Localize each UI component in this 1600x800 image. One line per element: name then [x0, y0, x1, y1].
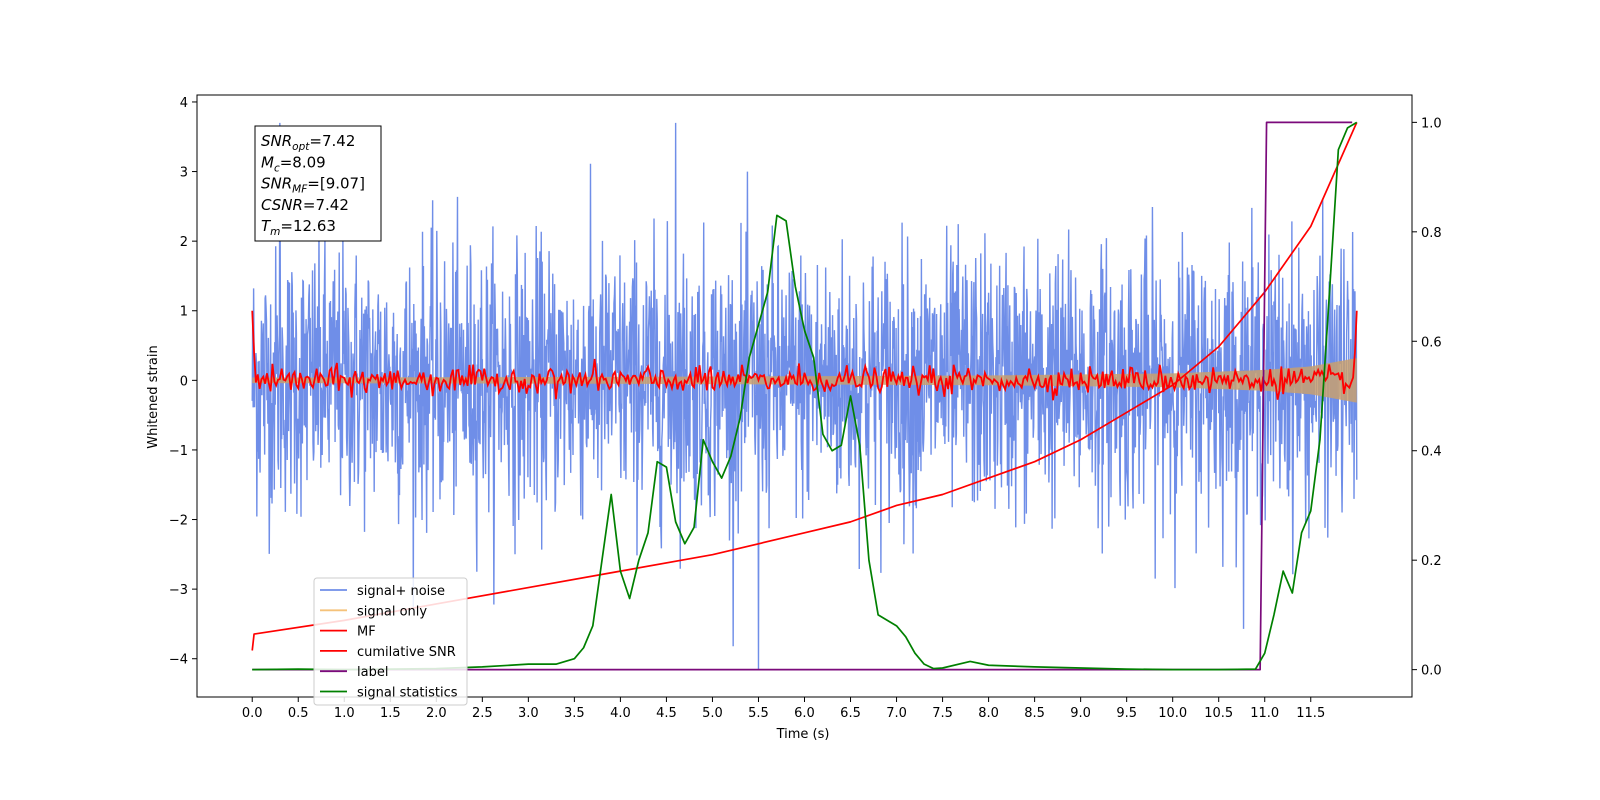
y-tick-label-left: −1: [169, 444, 188, 459]
x-tick-label: 4.0: [610, 706, 631, 721]
series-signal-statistics: [252, 121, 1358, 671]
legend-label: signal only: [357, 604, 427, 619]
x-tick-label: 1.5: [380, 706, 401, 721]
y-tick-label-right: 1.0: [1421, 116, 1442, 131]
annotation-line: Mc=8.09: [261, 153, 326, 174]
y-tick-label-right: 0.6: [1421, 335, 1442, 350]
legend-label: label: [357, 665, 388, 680]
x-tick-label: 9.5: [1116, 706, 1137, 721]
x-tick-label: 2.5: [472, 706, 493, 721]
series-label: [252, 121, 1353, 671]
y-tick-label-left: 1: [180, 305, 188, 320]
annotation-line: SNRMF=[9.07]: [261, 175, 365, 196]
x-tick-label: 6.5: [840, 706, 861, 721]
x-tick-label: 6.0: [794, 706, 815, 721]
legend-label: signal statistics: [357, 686, 458, 701]
legend-frame: [313, 577, 468, 706]
legend-label: signal+ noise: [357, 584, 445, 599]
x-tick-label: 5.0: [702, 706, 723, 721]
x-tick-label: 11.5: [1296, 706, 1325, 721]
x-tick-label: 10.0: [1158, 706, 1187, 721]
y-tick-label-right: 0.0: [1421, 664, 1442, 679]
axes: 0.0 0.5 1.0 1.5 2.0 2.5 3.0 3.5 4.0 4.5 5.0 5.5 6.0 6…: [169, 94, 1442, 721]
y-axis-label: Whitened strain: [146, 345, 161, 448]
y-tick-label-left: 3: [180, 166, 188, 181]
annotation-line: SNRopt=7.42: [261, 132, 355, 153]
x-tick-label: 9.0: [1070, 706, 1091, 721]
y-tick-label-left: −2: [169, 514, 188, 529]
legend-label: MF: [357, 625, 376, 640]
legend-label: cumilative SNR: [357, 645, 456, 660]
annotation-frame: [254, 125, 382, 242]
series-mf: [251, 310, 1358, 401]
annotation-line: CSNR=7.42: [261, 196, 349, 214]
x-tick-label: 7.0: [886, 706, 907, 721]
x-tick-label: 2.0: [426, 706, 447, 721]
y-tick-label-left: −4: [169, 653, 188, 668]
x-tick-label: 11.0: [1250, 706, 1279, 721]
series-signal-noise: [251, 122, 1358, 670]
x-tick-label: 3.5: [564, 706, 585, 721]
y-tick-label-right: 0.8: [1421, 226, 1442, 241]
annotation-line: Tm=12.63: [261, 217, 336, 238]
x-tick-label: 5.5: [748, 706, 769, 721]
x-axis-label: Time (s): [776, 727, 830, 742]
x-tick-label: 4.5: [656, 706, 677, 721]
y-tick-label-right: 0.2: [1421, 554, 1442, 569]
y-tick-label-right: 0.4: [1421, 445, 1442, 460]
x-tick-label: 7.5: [932, 706, 953, 721]
x-tick-label: 0.0: [242, 706, 263, 721]
x-tick-label: 3.0: [518, 706, 539, 721]
y-tick-label-left: 0: [180, 374, 188, 389]
y-tick-label-left: 2: [180, 235, 188, 250]
x-tick-label: 8.5: [1024, 706, 1045, 721]
series-signal-only: [252, 358, 1357, 403]
x-tick-label: 0.5: [288, 706, 309, 721]
x-tick-label: 1.0: [334, 706, 355, 721]
x-tick-label: 8.0: [978, 706, 999, 721]
y-tick-label-left: −3: [169, 583, 188, 598]
legend: signal+ noise signal only MF cumilative SNR…: [313, 577, 468, 706]
y-tick-label-left: 4: [180, 96, 188, 111]
x-tick-label: 10.5: [1204, 706, 1233, 721]
